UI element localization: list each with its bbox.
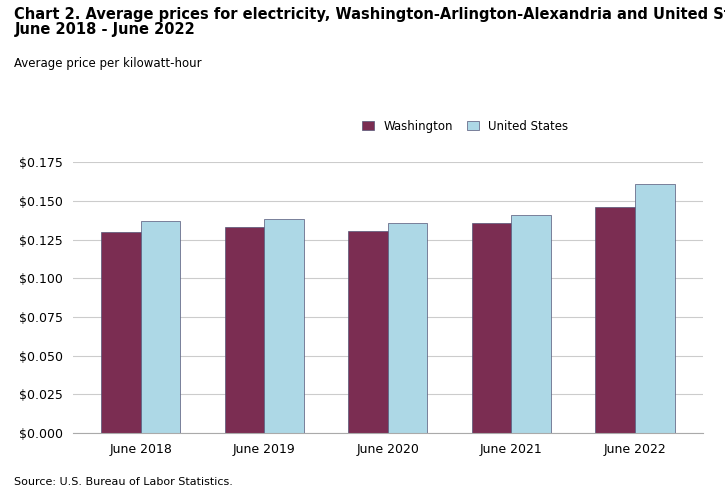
- Text: Source: U.S. Bureau of Labor Statistics.: Source: U.S. Bureau of Labor Statistics.: [14, 477, 233, 487]
- Bar: [635, 184, 674, 433]
- Bar: [388, 223, 428, 433]
- Bar: [265, 219, 304, 433]
- Text: June 2018 - June 2022: June 2018 - June 2022: [14, 22, 195, 37]
- Text: Chart 2. Average prices for electricity, Washington-Arlington-Alexandria and Uni: Chart 2. Average prices for electricity,…: [14, 7, 725, 22]
- Bar: [225, 227, 265, 433]
- Bar: [595, 207, 635, 433]
- Text: Average price per kilowatt-hour: Average price per kilowatt-hour: [14, 57, 202, 69]
- Legend: Washington, United States: Washington, United States: [362, 120, 568, 132]
- Bar: [348, 231, 388, 433]
- Bar: [102, 232, 141, 433]
- Bar: [472, 223, 511, 433]
- Bar: [141, 220, 181, 433]
- Bar: [511, 215, 551, 433]
